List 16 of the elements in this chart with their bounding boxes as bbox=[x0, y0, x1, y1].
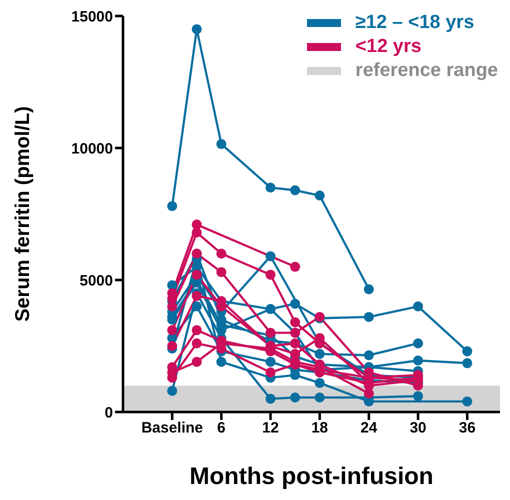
x-axis-title: Months post-infusion bbox=[190, 463, 434, 490]
legend-label: ≥12 – <18 yrs bbox=[355, 12, 474, 34]
y-tick-label: 15000 bbox=[71, 8, 113, 26]
x-tick-label: Baseline bbox=[141, 420, 204, 437]
y-tick-label: 5000 bbox=[80, 272, 113, 290]
legend-label: <12 yrs bbox=[355, 36, 422, 58]
x-tick-label: 6 bbox=[217, 420, 226, 437]
x-tick-label: 24 bbox=[360, 420, 378, 437]
x-tick-label: 18 bbox=[311, 420, 328, 437]
y-axis-title: Serum ferritin (pmol/L) bbox=[12, 106, 34, 322]
x-tick-label: 12 bbox=[262, 420, 279, 437]
x-tick-label: 36 bbox=[458, 420, 476, 437]
legend-label: reference range bbox=[355, 60, 498, 82]
y-tick-label: 10000 bbox=[71, 140, 113, 158]
x-tick-label: 30 bbox=[410, 420, 426, 437]
y-tick-label: 0 bbox=[104, 404, 113, 422]
